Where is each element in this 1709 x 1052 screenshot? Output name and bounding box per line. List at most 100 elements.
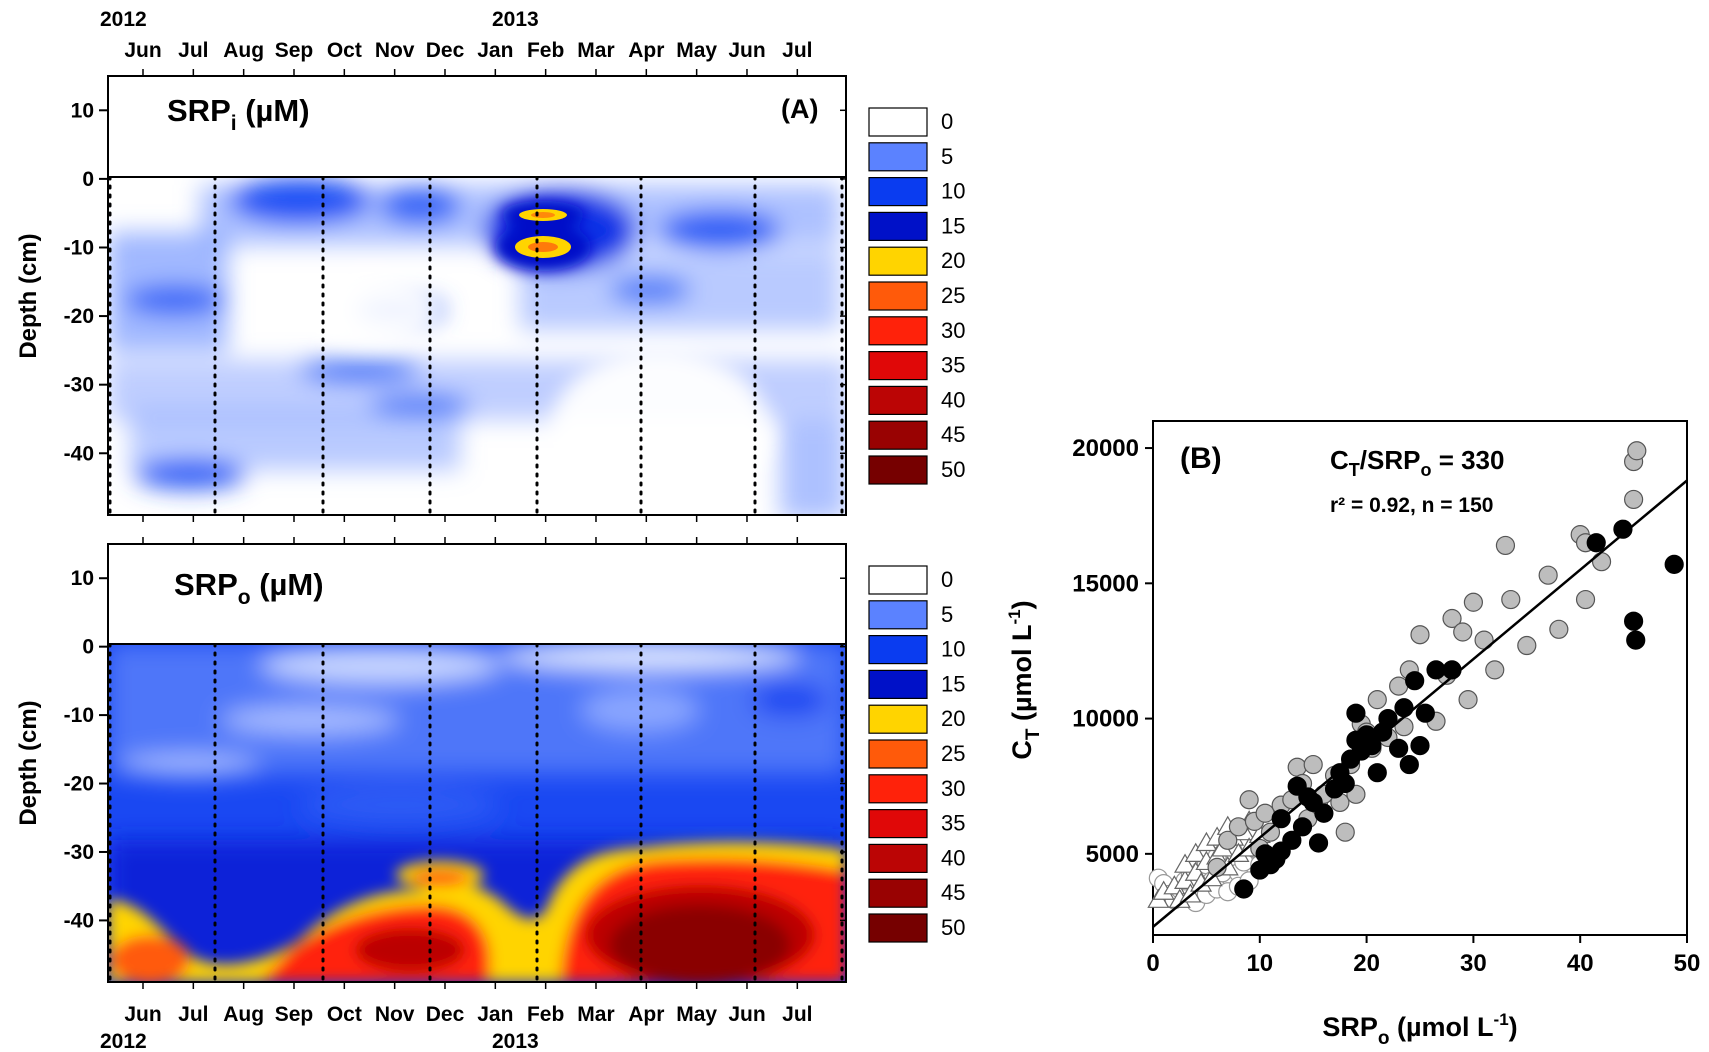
- colorbar-label: 45: [941, 880, 965, 905]
- top-month-label: Jun: [728, 39, 765, 62]
- scatter-equation: CT/SRPo = 330: [1330, 445, 1504, 480]
- data-point-circle-black: [1394, 698, 1414, 718]
- y-tick-label: -20: [64, 305, 94, 328]
- colorbar-swatch: [868, 808, 928, 839]
- data-point-circle-gray: [1389, 676, 1409, 696]
- colorbar-label: 50: [941, 915, 965, 940]
- panel-b-ylabel: Depth (cm): [15, 700, 42, 825]
- data-point-circle-gray: [1218, 830, 1238, 850]
- bottom-month-label: Jul: [782, 1003, 812, 1026]
- data-point-circle-black: [1282, 830, 1302, 850]
- data-point-circle-gray: [1260, 822, 1281, 842]
- colorbar-label: 10: [941, 179, 965, 204]
- scatter-ylabel: CT (µmol L-1): [1005, 600, 1044, 759]
- top-year-2012: 2012: [100, 8, 147, 31]
- data-point-circle-gray: [1495, 535, 1516, 556]
- colorbar-swatch: [868, 739, 928, 769]
- data-point-circle-black: [1410, 736, 1430, 756]
- colorbar-swatch: [868, 878, 928, 908]
- colorbar-swatch: [868, 385, 928, 415]
- data-point-circle-black: [1405, 671, 1425, 691]
- panel-b-label: (B): [1180, 442, 1222, 475]
- bottom-month-label: Apr: [628, 1003, 664, 1026]
- data-point-circle-black: [1586, 533, 1606, 553]
- top-month-labels: Jun Jul Aug Sep Oct Nov Dec Jan Feb Mar Apr May Jun J…: [124, 39, 812, 62]
- panel-a-label: (A): [781, 94, 818, 124]
- fit-line: [1152, 479, 1688, 928]
- colorbar-label: 25: [941, 283, 965, 308]
- top-month-label: Aug: [223, 39, 264, 62]
- bottom-month-label: Jun: [124, 1003, 161, 1026]
- data-point-circle-black: [1378, 708, 1398, 729]
- data-point-circle-black: [1367, 763, 1387, 783]
- y-tick-label: -30: [64, 374, 94, 397]
- y-tick-label: 20000: [1072, 435, 1139, 462]
- colorbar-label: 40: [941, 845, 965, 870]
- heatmap-b-frame: [107, 543, 847, 983]
- colorbar-swatch: [868, 913, 928, 943]
- heatmap-a-field: [108, 177, 846, 515]
- y-tick-label: -20: [64, 773, 94, 796]
- colorbar-label: 35: [941, 353, 965, 378]
- colorbar-swatch: [868, 565, 928, 595]
- y-tick-label: 0: [82, 168, 94, 191]
- scatter-stats: r² = 0.92, n = 150: [1330, 494, 1493, 517]
- top-month-label: Oct: [327, 39, 362, 62]
- data-point-circle-gray: [1228, 817, 1249, 837]
- top-month-label: Jul: [782, 39, 812, 62]
- panel-a: 2012 2013 Jun Jul Aug Sep Oct Nov Dec Jan Feb Mar…: [15, 8, 965, 522]
- y-tick-label: 10: [71, 567, 94, 590]
- bottom-month-labels: Jun Jul Aug Sep Oct Nov Dec Jan Feb Mar Apr May Jun J…: [124, 1003, 812, 1026]
- data-point-circle-gray: [1485, 660, 1505, 680]
- data-point-circle-gray: [1627, 441, 1647, 461]
- colorbar-swatch: [868, 246, 928, 276]
- colorbar-swatch: [868, 455, 928, 485]
- data-point-circle-black: [1426, 660, 1446, 680]
- top-month-label: Jun: [124, 39, 161, 62]
- data-point-circle-black: [1308, 833, 1329, 853]
- data-point-circle-black: [1613, 519, 1633, 539]
- data-point-circle-gray: [1410, 625, 1430, 645]
- colorbar-swatch: [868, 351, 928, 381]
- top-month-label: Apr: [628, 39, 664, 62]
- y-tick-label: 10000: [1072, 706, 1139, 733]
- bottom-month-label: Jul: [178, 1003, 208, 1026]
- data-point-circle-black: [1389, 738, 1409, 758]
- top-month-label: May: [676, 39, 717, 62]
- data-point-circle-black: [1292, 817, 1313, 837]
- colorbar-label: 30: [941, 318, 965, 343]
- bottom-month-label: Mar: [577, 1003, 614, 1026]
- bottom-year-2013: 2013: [492, 1030, 539, 1052]
- top-month-label: Nov: [375, 39, 415, 62]
- x-tick-label: 50: [1674, 950, 1701, 977]
- colorbar-swatch: [868, 634, 928, 665]
- x-tick-label: 30: [1460, 950, 1487, 977]
- top-month-label: Jan: [477, 39, 513, 62]
- colorbar-swatch: [868, 281, 928, 311]
- colorbar-label: 5: [941, 602, 953, 627]
- bottom-month-label: Jan: [477, 1003, 513, 1026]
- panel-scatter: 0 10 20 30 40 50 5000 10000 15000 20000 (B) CT/SR…: [1005, 420, 1701, 1049]
- colorbar-label: 50: [941, 457, 965, 482]
- data-point-circle-black: [1664, 554, 1684, 574]
- colorbar-swatch: [868, 843, 928, 874]
- bottom-month-label: Dec: [426, 1003, 465, 1026]
- bottom-month-label: May: [676, 1003, 717, 1026]
- bottom-month-label: Nov: [375, 1003, 415, 1026]
- heatmap-b-field: [108, 644, 846, 982]
- data-point-circle-black: [1335, 773, 1355, 794]
- data-point-circle-black: [1346, 703, 1366, 723]
- colorbar-swatch: [868, 107, 928, 137]
- colorbar-label: 0: [941, 109, 953, 134]
- y-tick-label: 5000: [1086, 841, 1139, 868]
- data-point-circle-gray: [1442, 608, 1462, 629]
- colorbar-label: 10: [941, 637, 965, 662]
- panel-a-ylabel: Depth (cm): [15, 233, 42, 358]
- colorbar-swatch: [868, 142, 928, 172]
- x-tick-label: 20: [1353, 950, 1380, 977]
- colorbar-swatch: [868, 420, 928, 450]
- colorbar-a: 0 5 10 15 20 25 30 35 40 45 50: [868, 107, 965, 485]
- data-point-circle-gray: [1517, 635, 1537, 656]
- data-point-circle-gray: [1335, 822, 1355, 842]
- bottom-month-label: Sep: [275, 1003, 314, 1026]
